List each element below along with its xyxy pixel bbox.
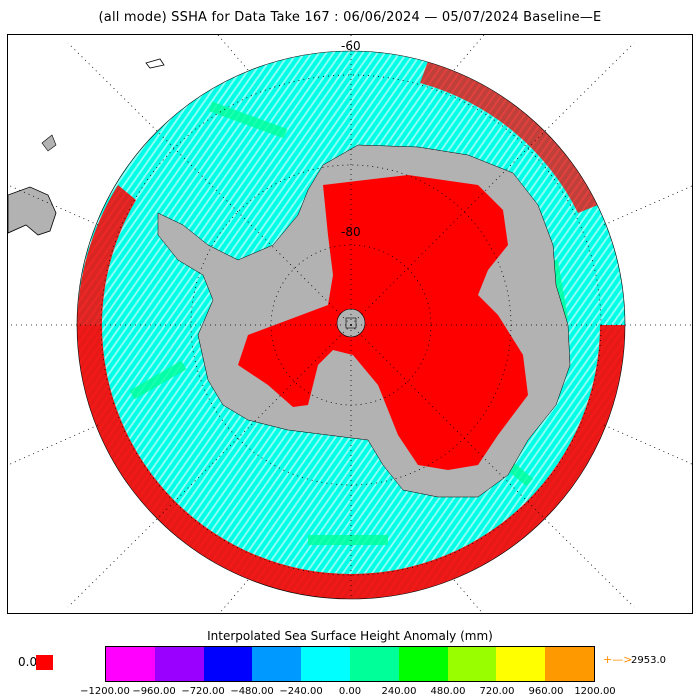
overflow-arrow: +—> (603, 653, 633, 666)
colorbar-tick-label: 960.00 (528, 686, 564, 697)
graticule (77, 51, 625, 599)
pole-hole (336, 308, 366, 338)
colorbar-swatch (496, 647, 546, 681)
colorbar-title: Interpolated Sea Surface Height Anomaly … (207, 629, 493, 643)
zero-value-swatch (36, 655, 53, 670)
graticule-outer (8, 35, 692, 613)
lat-label-80: -80 (341, 225, 361, 239)
ice-sheet-anomaly (238, 175, 528, 470)
colorbar-tick-label: 0.00 (338, 686, 362, 697)
colorbar-tick-label: −960.00 (132, 686, 176, 697)
colorbar-tick-label: 720.00 (479, 686, 515, 697)
zero-value-label: 0.0 (18, 655, 38, 669)
colorbar-tick-label: −1200.00 (80, 686, 130, 697)
colorbar-swatch (398, 647, 448, 681)
colorbar-swatch (203, 647, 253, 681)
colorbar-tick-label: −720.00 (181, 686, 225, 697)
south-america-tip (8, 58, 165, 236)
pole-marker (345, 317, 357, 329)
outer-ring-northeast (420, 61, 598, 213)
colorbar-swatch (545, 647, 594, 681)
colorbar (105, 646, 595, 682)
colorbar-tick-label: 480.00 (430, 686, 466, 697)
colorbar-swatch (154, 647, 204, 681)
colorbar-swatch (349, 647, 399, 681)
outer-ring-west (77, 185, 136, 325)
map-title: (all mode) SSHA for Data Take 167 : 06/0… (98, 10, 602, 25)
colorbar-tick-label: 1200.00 (574, 686, 616, 697)
colorbar-swatch (252, 647, 302, 681)
colorbar-swatch (106, 647, 155, 681)
map-disk-outline (76, 50, 626, 600)
colorbar-tick-label: 240.00 (381, 686, 417, 697)
colorbar-tick-label: −480.00 (230, 686, 274, 697)
colorbar-swatch (301, 647, 350, 681)
map-frame: -60 -80 (7, 34, 693, 614)
colorbar-swatch (447, 647, 497, 681)
polar-map (8, 35, 692, 613)
lat-label-60: -60 (341, 39, 361, 53)
colorbar-tick-label: −240.00 (279, 686, 323, 697)
overflow-value-label: 2953.0 (631, 655, 666, 666)
